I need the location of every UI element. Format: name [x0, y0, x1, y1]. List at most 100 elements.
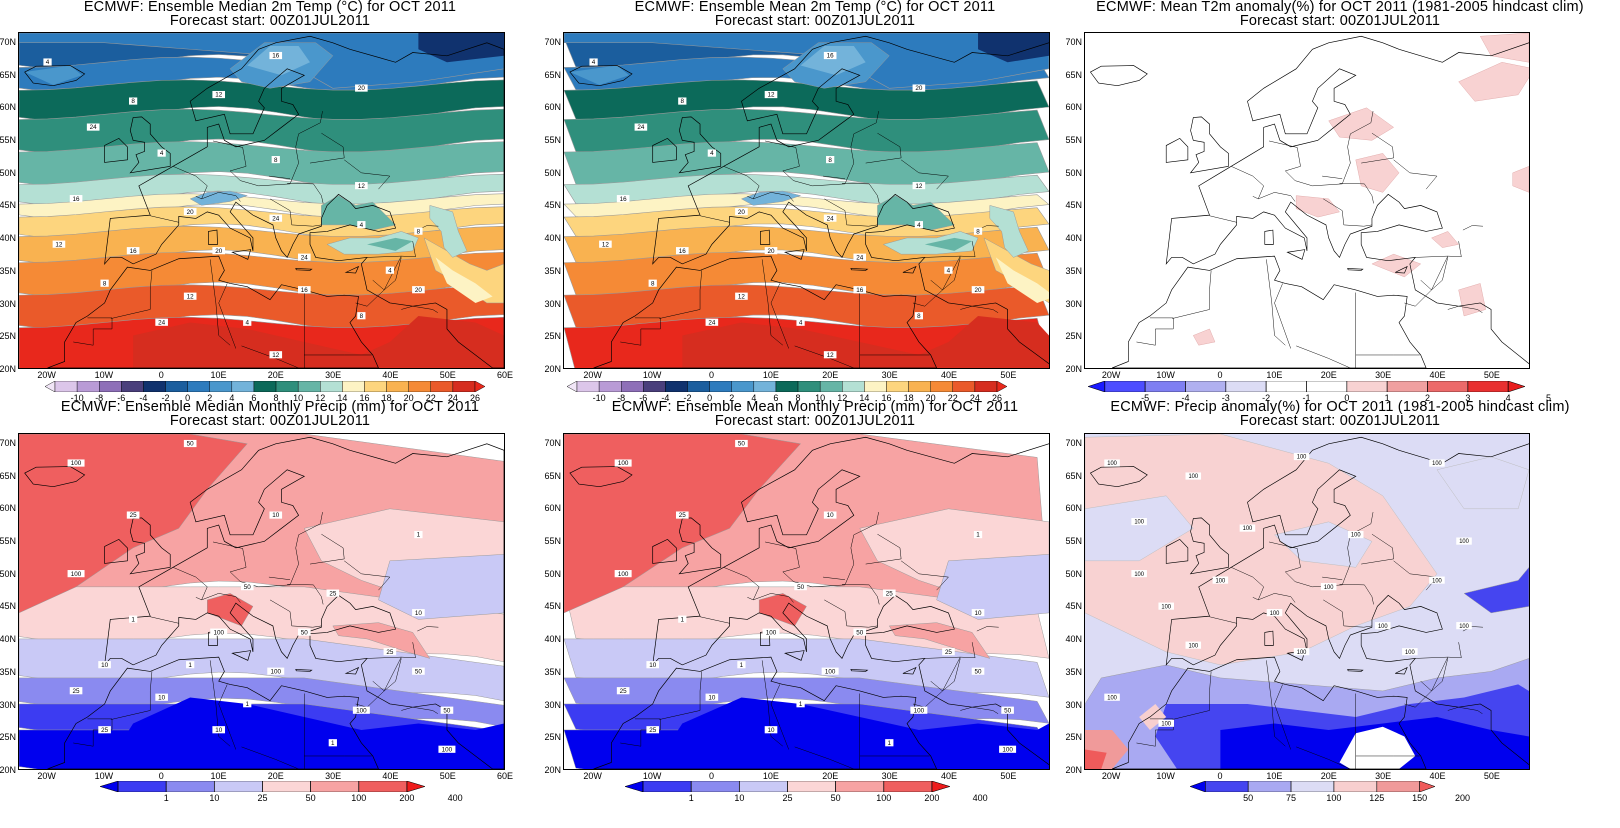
contour-label: 100	[1456, 622, 1472, 630]
colorbar-swatch	[76, 381, 100, 392]
svg-text:25: 25	[649, 727, 657, 734]
y-tick-label: 70N	[1065, 36, 1082, 47]
svg-text:100: 100	[1432, 461, 1442, 467]
svg-text:100: 100	[914, 707, 925, 714]
colorbar-tick-label: 1	[163, 793, 169, 803]
colorbar-arrow-left	[567, 381, 578, 392]
contour-label: 100	[1429, 459, 1445, 467]
y-tick-label: 50N	[544, 167, 561, 178]
svg-text:16: 16	[856, 287, 864, 294]
contour-label: 1	[186, 661, 195, 669]
title-line1: ECMWF: Ensemble Mean 2m Temp (°C) for OC…	[634, 0, 996, 15]
x-tick-label: 20W	[583, 771, 602, 781]
svg-text:50: 50	[187, 441, 195, 448]
contour-label: 20	[183, 208, 197, 216]
map-area[interactable]: 100 100 100 100 100 100 100 100 100 100 100 100 100 1…	[1084, 433, 1530, 770]
contour-label: 16	[126, 247, 140, 255]
colorbar-arrow-right	[474, 381, 485, 392]
y-tick-label: 60N	[0, 102, 16, 113]
colorbar-swatch	[430, 381, 454, 392]
colorbar-tick-label: 8	[795, 393, 801, 403]
contour-label: 12	[764, 90, 778, 99]
map-area[interactable]: 100 50 25 10 1 100 50 25 10 1 100 50 25 10 1 100 50 25 10 1…	[563, 433, 1050, 770]
x-tick-label: 10E	[210, 370, 227, 380]
colorbar-swatch	[121, 381, 144, 392]
contour-label: 10	[98, 661, 111, 669]
contour-label: 4	[357, 221, 366, 229]
contour-label: 100	[210, 628, 228, 636]
panel-precip-anomaly: ECMWF: Precip anomaly(%) for OCT 2011 (1…	[1065, 400, 1610, 814]
svg-text:50: 50	[1004, 707, 1012, 714]
x-tick-label: 50E	[1000, 370, 1017, 380]
colorbar-swatch	[883, 781, 933, 792]
svg-text:10: 10	[101, 662, 109, 669]
contour-label: 10	[646, 661, 660, 669]
y-tick-label: 60N	[544, 503, 561, 514]
colorbar-tick-label: 26	[469, 393, 480, 403]
map-area[interactable]: 4 8 12 16 20 24 4 8 12 16 20 24 4 8 12 16 20 24 4 8 12 16 20 24…	[18, 32, 505, 369]
x-tick-label: 50E	[1483, 771, 1500, 781]
svg-text:100: 100	[1270, 611, 1280, 617]
y-tick-label: 55N	[544, 134, 561, 145]
colorbar-swatch	[408, 381, 431, 392]
colorbar-swatch	[386, 381, 409, 392]
colorbar-tick-label: 200	[399, 793, 415, 803]
colorbar-arrow-left	[625, 781, 644, 792]
svg-text:50: 50	[443, 707, 451, 714]
colorbar-swatch	[275, 381, 299, 392]
colorbar-tick-label: 16	[359, 393, 370, 403]
svg-text:100: 100	[1459, 624, 1469, 630]
contour-label: 1	[414, 530, 423, 539]
contour-label: 4	[589, 58, 598, 66]
svg-text:50: 50	[415, 668, 423, 675]
colorbar-tick-label: -6	[639, 393, 648, 403]
svg-text:12: 12	[55, 241, 63, 248]
contour-label: 4	[43, 58, 52, 66]
map-area[interactable]: 100 50 25 10 1 100 50 25 10 1 100 50 25 10 1 100 50 25 10 1…	[18, 433, 505, 770]
svg-text:1: 1	[417, 532, 421, 539]
svg-text:12: 12	[827, 352, 835, 359]
svg-text:8: 8	[828, 157, 832, 164]
colorbar-tick-label: 16	[881, 393, 892, 403]
x-tick-label: 30E	[881, 771, 898, 781]
y-tick-label: 45N	[0, 200, 16, 211]
colorbar-swatch	[54, 381, 78, 392]
svg-text:25: 25	[386, 649, 394, 656]
colorbar-swatch	[775, 381, 799, 392]
contour-label: 12	[599, 240, 612, 248]
svg-text:25: 25	[620, 688, 628, 695]
contour-label: 100	[1212, 576, 1229, 584]
contour-label: 50	[1001, 706, 1014, 714]
svg-text:4: 4	[388, 267, 392, 274]
contour-label: 100	[67, 459, 85, 467]
colorbar-swatch	[99, 381, 122, 392]
contour-label: 24	[634, 123, 648, 131]
colorbar-tick-label: 12	[837, 393, 848, 403]
colorbar-tick-label: 22	[425, 393, 436, 403]
map-area[interactable]	[1084, 32, 1530, 369]
colorbar-swatch	[1104, 381, 1146, 392]
svg-text:4: 4	[592, 59, 596, 66]
colorbar-swatch	[165, 381, 188, 392]
svg-text:100: 100	[213, 629, 224, 636]
contour-label: 1	[737, 661, 746, 669]
contour-label: 4	[157, 149, 166, 157]
y-tick-label: 55N	[1065, 535, 1082, 546]
contour-label: 16	[297, 286, 311, 294]
contour-label: 25	[675, 511, 689, 519]
contour-label: 8	[100, 279, 109, 287]
contour-label: 8	[357, 312, 366, 320]
contour-label: 10	[971, 609, 985, 617]
y-tick-label: 60N	[544, 102, 561, 113]
contour-label: 12	[735, 292, 748, 300]
y-tick-label: 60N	[1065, 503, 1082, 514]
colorbar-swatch	[1306, 381, 1348, 392]
colorbar	[625, 781, 950, 792]
x-tick-label: 10W	[94, 370, 114, 380]
colorbar-tick-label: -2	[161, 393, 170, 403]
contour-label: 50	[240, 583, 254, 591]
svg-text:8: 8	[131, 98, 135, 105]
contour-label: 4	[385, 266, 395, 274]
svg-text:25: 25	[101, 727, 109, 734]
map-area[interactable]: 4 8 12 16 20 24 4 8 12 16 20 24 4 8 12 16 20 24 4 8 12 16 20 24…	[563, 32, 1050, 369]
